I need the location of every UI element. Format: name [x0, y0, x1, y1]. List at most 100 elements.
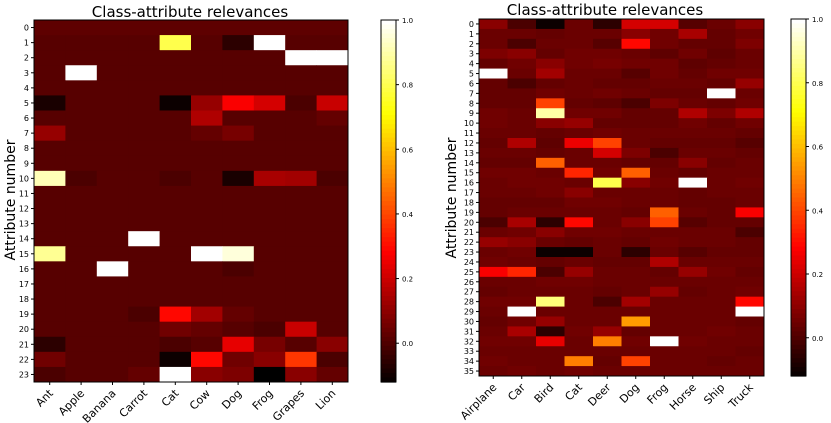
heatmap-cell: [285, 50, 317, 66]
heatmap-cell: [128, 366, 160, 383]
heatmap-cell: [222, 170, 255, 187]
colorbar-tick-label: 0.4: [402, 211, 414, 219]
heatmap-cell: [650, 157, 679, 169]
heatmap-cell: [593, 366, 622, 377]
heatmap-cell: [285, 170, 317, 187]
heatmap-cell: [65, 50, 98, 66]
y-tick-label: 15: [19, 250, 29, 259]
heatmap-cell: [678, 157, 708, 169]
colorbar-segment: [791, 326, 806, 332]
heatmap-cell: [253, 291, 286, 307]
heatmap-cell: [621, 207, 651, 218]
y-tick-label: 31: [464, 327, 474, 336]
heatmap-cell: [96, 351, 129, 368]
x-tick-label: Airplane: [458, 381, 500, 423]
heatmap-cell: [650, 38, 679, 50]
heatmap-cell: [621, 38, 651, 50]
y-tick-label: 2: [24, 54, 29, 63]
heatmap-cell: [564, 257, 594, 268]
heatmap-cell: [191, 35, 223, 51]
heatmap-cell: [707, 98, 736, 109]
heatmap-cell: [507, 276, 537, 288]
heatmap-cell: [128, 351, 160, 368]
heatmap-cell: [128, 246, 160, 262]
heatmap-cell: [536, 48, 565, 60]
colorbar-segment: [791, 367, 806, 373]
colorbar-segment: [791, 170, 806, 176]
colorbar-segment: [381, 133, 396, 139]
heatmap-cell: [735, 237, 765, 248]
heatmap-cell: [650, 128, 679, 139]
colorbar-segment: [791, 268, 806, 274]
colorbar-segment: [791, 121, 806, 127]
heatmap-cell: [253, 351, 286, 368]
heatmap-cell: [707, 306, 736, 317]
heatmap-cell: [507, 78, 537, 89]
colorbar-segment: [381, 291, 396, 297]
heatmap-cell: [536, 296, 565, 307]
heatmap-cell: [34, 125, 66, 142]
colorbar-segment: [791, 108, 806, 114]
colorbar-segment: [381, 359, 396, 365]
heatmap-cell: [34, 185, 66, 202]
heatmap-cell: [253, 155, 286, 172]
heatmap-cell: [65, 20, 98, 36]
heatmap-cell: [128, 201, 160, 217]
colorbar-segment: [791, 246, 806, 252]
heatmap-chart-right: Class-attribute relevances Attribute num…: [444, 1, 824, 422]
colorbar-segment: [791, 72, 806, 78]
heatmap-cell: [735, 326, 765, 337]
colorbar-segment: [381, 96, 396, 103]
heatmap-cell: [735, 286, 765, 298]
heatmap-cell: [564, 28, 594, 40]
heatmap-cell: [707, 326, 736, 337]
chart-title: Class-attribute relevances: [507, 1, 704, 19]
heatmap-cell: [621, 366, 651, 377]
heatmap-cell: [678, 48, 708, 60]
heatmap-cell: [507, 68, 537, 79]
heatmap-cell: [564, 276, 594, 288]
colorbar-tick-label: 0.2: [402, 276, 413, 284]
heatmap-cell: [285, 110, 317, 126]
heatmap-cell: [159, 170, 192, 187]
y-tick-label: 15: [464, 169, 474, 178]
heatmap-cell: [678, 187, 708, 198]
heatmap-cell: [159, 201, 192, 217]
heatmap-chart-left: Class-attribute relevances Attribute num…: [3, 3, 414, 423]
y-tick-label: 28: [464, 298, 474, 307]
colorbar-segment: [791, 193, 806, 199]
colorbar-segment: [381, 182, 396, 189]
heatmap-cell: [316, 170, 349, 187]
colorbar-segment: [381, 309, 396, 315]
heatmap-cell: [735, 98, 765, 109]
heatmap-cell: [65, 291, 98, 307]
heatmap-cell: [316, 140, 349, 157]
heatmap-cell: [707, 197, 736, 208]
heatmap-cell: [564, 316, 594, 327]
y-tick-label: 9: [24, 159, 29, 168]
y-tick-labels: 0123456789101112131415161718192021222324…: [464, 20, 479, 376]
heatmap-cell: [564, 306, 594, 317]
heatmap-cell: [650, 316, 679, 327]
colorbar-segment: [791, 228, 806, 234]
y-axis-label: Attribute number: [3, 139, 19, 260]
heatmap-cell: [507, 356, 537, 367]
heatmap-cell: [96, 276, 129, 292]
y-tick-label: 0: [469, 20, 474, 29]
heatmap-cell: [65, 231, 98, 247]
heatmap-cell: [536, 138, 565, 149]
y-tick-label: 17: [464, 189, 474, 198]
y-tick-label: 4: [469, 60, 474, 69]
x-tick-label: Banana: [80, 387, 119, 423]
heatmap-cell: [593, 227, 622, 238]
heatmap-cell: [564, 138, 594, 149]
colorbar-segment: [381, 65, 396, 71]
heatmap-cell: [479, 78, 508, 89]
heatmap-cell: [707, 48, 736, 60]
colorbar-segment: [791, 309, 806, 315]
heatmap-cell: [735, 177, 765, 188]
colorbar-segment: [791, 219, 806, 225]
y-tick-label: 14: [19, 235, 29, 244]
heatmap-cell: [650, 346, 679, 357]
